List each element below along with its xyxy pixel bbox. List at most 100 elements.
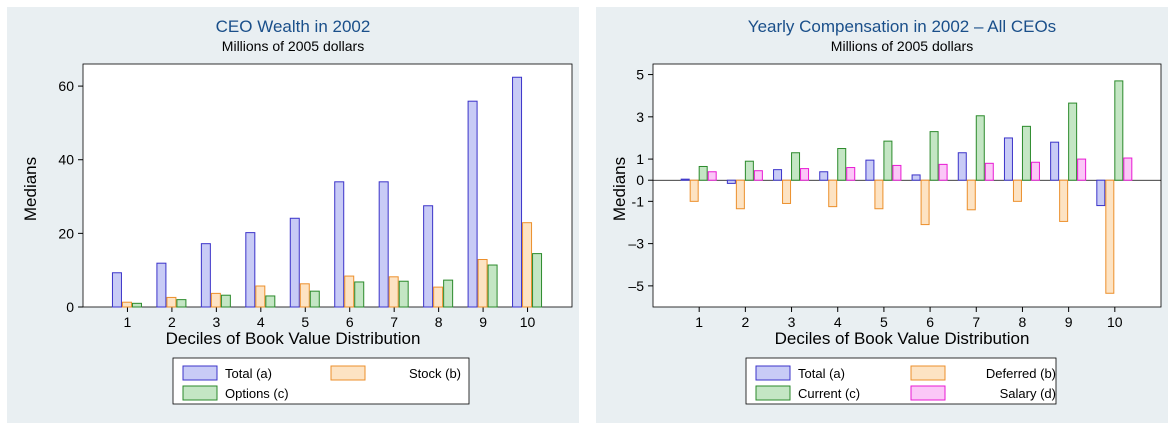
x-tick-label: 6 bbox=[346, 314, 354, 330]
bar-options-c bbox=[532, 253, 543, 308]
bar-total-a bbox=[726, 179, 736, 184]
bar-salary-d bbox=[1077, 158, 1087, 181]
chart-panel-yearly-compensation: Yearly Compensation in 2002 – All CEOs M… bbox=[596, 7, 1168, 423]
chart-ceo-wealth: CEO Wealth in 2002 Millions of 2005 doll… bbox=[21, 17, 573, 405]
bar-current-c bbox=[929, 131, 939, 181]
chart-panel-ceo-wealth: CEO Wealth in 2002 Millions of 2005 doll… bbox=[7, 7, 579, 423]
x-tick-label: 3 bbox=[212, 314, 220, 330]
bar-deferred-b bbox=[966, 179, 976, 211]
y-tick-label: 0 bbox=[636, 172, 644, 188]
bar-stock-b bbox=[166, 296, 177, 308]
x-tick-label: 2 bbox=[741, 314, 749, 330]
bar-salary-d bbox=[938, 163, 948, 181]
bar-total-a bbox=[680, 178, 690, 181]
bar-total-a bbox=[378, 181, 389, 308]
bar-deferred-b bbox=[782, 179, 792, 204]
chart-title: Yearly Compensation in 2002 – All CEOs bbox=[748, 17, 1056, 36]
legend-label: Total (a) bbox=[225, 366, 272, 381]
bar-current-c bbox=[791, 152, 801, 181]
y-tick-label: –3 bbox=[628, 236, 644, 252]
bar-stock-b bbox=[299, 283, 310, 308]
legend-label: Current (c) bbox=[798, 386, 860, 401]
bar-total-a bbox=[467, 100, 478, 308]
y-tick-label: 1 bbox=[636, 151, 644, 167]
y-tick-label: 0 bbox=[66, 299, 74, 315]
legend-label: Salary (d) bbox=[1000, 386, 1056, 401]
bar-total-a bbox=[957, 152, 967, 181]
legend-swatch bbox=[330, 365, 366, 381]
x-tick-label: 10 bbox=[1107, 314, 1123, 330]
bar-total-a bbox=[423, 205, 434, 308]
legend-swatch bbox=[755, 365, 791, 381]
legend-swatch bbox=[910, 385, 946, 401]
y-tick-label: –5 bbox=[628, 278, 644, 294]
bar-salary-d bbox=[1030, 161, 1040, 181]
bar-total-a bbox=[1096, 179, 1106, 207]
bar-salary-d bbox=[984, 162, 994, 181]
y-tick-label: 40 bbox=[58, 152, 74, 168]
legend-label: Stock (b) bbox=[409, 366, 461, 381]
bar-total-a bbox=[245, 232, 256, 308]
y-axis-label: Medians bbox=[610, 157, 629, 221]
bar-current-c bbox=[883, 140, 893, 181]
bar-current-c bbox=[744, 160, 754, 181]
plot-background bbox=[652, 63, 1162, 308]
bar-options-c bbox=[131, 302, 142, 308]
plot-area: 0 20 40 60 1 2 3 4 5 6 7 8 9 10 bbox=[58, 63, 573, 330]
legend-box bbox=[172, 357, 470, 405]
y-tick-label: 60 bbox=[58, 78, 74, 94]
y-tick-label: 20 bbox=[58, 225, 74, 241]
bar-total-a bbox=[156, 262, 167, 308]
bar-options-c bbox=[487, 264, 498, 308]
bar-deferred-b bbox=[1012, 179, 1022, 202]
chart-yearly-compensation: Yearly Compensation in 2002 – All CEOs M… bbox=[610, 17, 1162, 405]
legend-box bbox=[745, 357, 1057, 405]
legend-swatch bbox=[910, 365, 946, 381]
bar-total-a bbox=[289, 217, 300, 308]
bar-stock-b bbox=[388, 276, 399, 308]
bar-stock-b bbox=[522, 222, 533, 308]
bar-deferred-b bbox=[735, 179, 745, 210]
legend-swatch bbox=[182, 365, 218, 381]
bar-total-a bbox=[1003, 137, 1013, 181]
x-tick-label: 8 bbox=[1019, 314, 1027, 330]
x-tick-label: 9 bbox=[1065, 314, 1073, 330]
bar-options-c bbox=[398, 280, 409, 308]
bar-options-c bbox=[309, 290, 320, 308]
bar-options-c bbox=[443, 279, 454, 308]
bar-total-a bbox=[1050, 141, 1060, 181]
x-axis-label: Deciles of Book Value Distribution bbox=[166, 329, 421, 348]
bar-current-c bbox=[1068, 102, 1078, 181]
x-tick-label: 10 bbox=[520, 314, 536, 330]
bar-options-c bbox=[265, 295, 276, 308]
plot-background bbox=[82, 63, 573, 308]
x-tick-label: 1 bbox=[124, 314, 132, 330]
bar-salary-d bbox=[800, 168, 810, 181]
x-tick-label: 5 bbox=[880, 314, 888, 330]
bar-deferred-b bbox=[1105, 179, 1115, 294]
legend-label: Options (c) bbox=[225, 386, 289, 401]
bar-salary-d bbox=[846, 167, 856, 181]
bar-current-c bbox=[1021, 125, 1031, 181]
bar-stock-b bbox=[210, 292, 221, 308]
bar-total-a bbox=[819, 171, 829, 181]
bar-options-c bbox=[176, 299, 187, 308]
legend: Total (a) Stock (b) Options (c) bbox=[172, 357, 470, 405]
bar-options-c bbox=[220, 294, 231, 308]
y-tick-label: -1 bbox=[632, 193, 645, 209]
bar-deferred-b bbox=[920, 179, 930, 226]
bar-total-a bbox=[512, 76, 523, 308]
x-tick-label: 1 bbox=[695, 314, 703, 330]
chart-title: CEO Wealth in 2002 bbox=[216, 17, 371, 36]
x-tick-label: 7 bbox=[390, 314, 398, 330]
y-tick-label: 3 bbox=[636, 109, 644, 125]
bar-stock-b bbox=[344, 275, 355, 308]
chart-subtitle: Millions of 2005 dollars bbox=[222, 38, 364, 54]
bar-salary-d bbox=[1123, 157, 1133, 181]
x-tick-label: 4 bbox=[257, 314, 265, 330]
legend: Total (a) Deferred (b) Current (c) Salary (… bbox=[745, 357, 1057, 405]
x-axis-label: Deciles of Book Value Distribution bbox=[775, 329, 1030, 348]
x-tick-label: 7 bbox=[972, 314, 980, 330]
bar-total-a bbox=[865, 159, 875, 181]
x-tick-label: 2 bbox=[168, 314, 176, 330]
